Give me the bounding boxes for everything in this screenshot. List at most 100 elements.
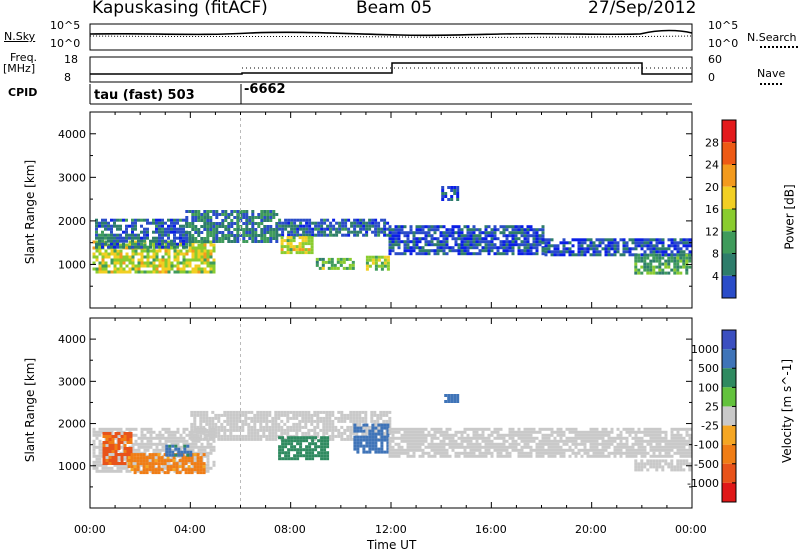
range-cell — [661, 448, 665, 452]
range-cell — [358, 416, 362, 420]
range-cell — [448, 454, 452, 458]
range-cell — [173, 255, 177, 259]
range-cell — [547, 241, 551, 245]
range-cell — [191, 463, 195, 467]
range-cell — [269, 231, 273, 234]
range-cell — [634, 433, 638, 437]
range-cell — [134, 264, 138, 268]
range-cell — [244, 419, 248, 423]
range-cell — [104, 224, 107, 228]
range-cell — [364, 416, 368, 420]
range-cell — [245, 228, 249, 231]
range-cell — [469, 442, 473, 446]
range-cell — [175, 471, 179, 475]
range-cell — [466, 240, 470, 244]
range-cell — [388, 419, 392, 423]
range-cell — [185, 237, 189, 240]
range-cell — [209, 249, 213, 253]
range-cell — [185, 225, 189, 228]
range-cell — [242, 240, 246, 243]
range-cell — [359, 444, 363, 448]
power-colorbar-tick-label: 12 — [705, 225, 719, 238]
range-cell — [289, 410, 293, 414]
range-cell — [529, 439, 533, 443]
range-cell — [362, 447, 366, 451]
range-cell — [652, 265, 656, 269]
range-cell — [131, 433, 135, 437]
range-cell — [544, 442, 548, 446]
range-cell — [211, 419, 215, 423]
range-cell — [640, 451, 644, 455]
range-cell — [168, 447, 172, 451]
range-cell — [146, 255, 150, 259]
range-cell — [126, 432, 130, 435]
range-cell — [583, 430, 587, 434]
range-cell — [95, 469, 99, 473]
range-cell — [137, 236, 140, 240]
range-cell — [447, 186, 451, 189]
range-cell — [610, 430, 614, 434]
range-cell — [574, 439, 578, 443]
range-cell — [592, 427, 596, 431]
range-cell — [108, 447, 112, 450]
range-cell — [327, 266, 331, 270]
range-cell — [385, 419, 389, 423]
range-cell — [134, 442, 138, 446]
range-cell — [562, 451, 566, 455]
range-cell — [143, 445, 147, 449]
range-cell — [172, 462, 176, 466]
range-cell — [574, 253, 578, 257]
range-cell — [436, 451, 440, 455]
range-cell — [388, 442, 392, 446]
range-cell — [466, 451, 470, 455]
range-cell — [305, 227, 309, 231]
range-cell — [102, 444, 106, 447]
range-cell — [517, 427, 521, 431]
range-cell — [289, 425, 293, 429]
range-cell — [245, 234, 249, 237]
range-cell — [383, 435, 387, 439]
range-cell — [98, 448, 102, 452]
range-cell — [388, 448, 392, 452]
range-cell — [655, 462, 659, 466]
range-cell — [383, 258, 387, 262]
power-colorbar-tick-label: 28 — [705, 136, 719, 149]
range-cell — [679, 265, 683, 269]
range-cell — [679, 253, 683, 257]
range-cell — [565, 436, 569, 440]
range-cell — [101, 218, 104, 222]
range-cell — [158, 258, 162, 262]
range-cell — [146, 249, 150, 253]
range-cell — [640, 448, 644, 452]
range-cell — [284, 221, 288, 225]
range-cell — [274, 434, 278, 438]
range-cell — [371, 224, 375, 228]
range-cell — [499, 448, 503, 452]
range-cell — [158, 218, 161, 222]
range-cell — [263, 219, 267, 222]
range-cell — [311, 448, 315, 452]
range-cell — [589, 427, 593, 431]
range-cell — [640, 465, 644, 469]
range-cell — [649, 244, 653, 248]
range-cell — [191, 228, 195, 231]
range-cell — [125, 466, 129, 470]
range-cell — [95, 454, 99, 458]
velocity-colorbar-tick-label: -25 — [701, 420, 719, 433]
range-cell — [233, 222, 237, 225]
range-cell — [670, 241, 674, 245]
range-cell — [374, 432, 378, 436]
range-cell — [266, 210, 270, 213]
range-cell — [383, 261, 387, 265]
range-cell — [134, 240, 138, 244]
range-cell — [394, 243, 398, 247]
range-cell — [98, 442, 102, 446]
range-cell — [158, 236, 161, 240]
range-cell — [326, 436, 330, 440]
range-cell — [107, 264, 111, 268]
range-cell — [310, 239, 314, 243]
range-cell — [601, 433, 605, 437]
range-cell — [394, 231, 398, 235]
range-cell — [247, 431, 251, 435]
